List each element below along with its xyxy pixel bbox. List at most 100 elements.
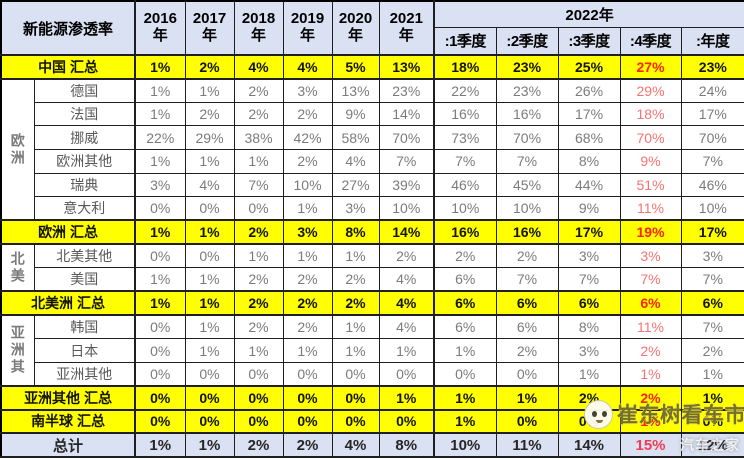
value-cell: 2% — [184, 54, 235, 80]
value-cell: 4% — [282, 54, 333, 80]
value-cell: 9% — [557, 196, 621, 221]
value-cell: 4% — [378, 314, 435, 340]
row-label: 日本 — [33, 338, 136, 363]
value-cell: 29% — [619, 78, 682, 103]
value-cell: 8% — [331, 219, 380, 246]
header-2022: 2022年 — [433, 0, 744, 28]
value-cell: 7% — [680, 267, 744, 292]
value-cell: 1% — [134, 54, 186, 80]
row-label: 北美洲 汇总 — [0, 290, 136, 317]
value-cell: 23% — [680, 54, 744, 80]
row-label: 意大利 — [33, 196, 136, 221]
value-cell: 44% — [557, 172, 621, 198]
value-cell: 2% — [282, 101, 333, 127]
value-cell: 8% — [378, 432, 435, 458]
table-row-country: 亚洲其他 0% 0% 0% 0% 0% 0% 0% 0% 1% 1% 1% — [1, 361, 744, 387]
year-header-label: 2017年 — [192, 10, 227, 44]
table-row-country: 挪威 22% 29% 38% 42% 58% 70% 73% 70% 68% 70% 70% — [1, 125, 744, 151]
value-cell: 16% — [495, 219, 559, 246]
value-cell: 70% — [378, 125, 435, 151]
year-header: 2016年 — [134, 0, 186, 56]
value-cell: 4% — [331, 432, 380, 458]
value-cell: 2% — [282, 290, 333, 317]
row-label: 亚洲其他 — [33, 361, 136, 387]
value-cell: 11% — [495, 432, 559, 458]
value-cell: 3% — [134, 172, 186, 198]
value-cell: 7% — [619, 267, 682, 292]
table-row-summary: 欧洲 汇总 1% 1% 2% 3% 8% 14% 16% 16% 17% 19% 17% — [0, 219, 744, 246]
value-cell: 1% — [378, 338, 435, 363]
value-cell: 7% — [495, 267, 559, 292]
group-label-text: 欧洲 — [9, 132, 26, 167]
group-label-text: 北美 — [9, 250, 26, 285]
value-cell: 1% — [184, 267, 235, 292]
table-row-country: 法国 1% 2% 2% 2% 9% 14% 16% 16% 17% 18% 17% — [1, 101, 744, 127]
value-cell: 1% — [378, 384, 435, 411]
value-cell: 19% — [619, 219, 682, 246]
value-cell: 38% — [233, 125, 284, 151]
value-cell: 0% — [184, 361, 235, 387]
value-cell: 0% — [282, 384, 333, 411]
row-label: 北美其他 — [33, 243, 136, 269]
value-cell: 3% — [331, 196, 380, 221]
value-cell: 0% — [282, 361, 333, 387]
value-cell: 0% — [134, 408, 186, 435]
value-cell: 6% — [680, 290, 744, 317]
value-cell: 2% — [378, 243, 435, 269]
value-cell: 2% — [282, 149, 333, 174]
value-cell: 51% — [619, 172, 682, 198]
value-cell: 10% — [433, 196, 497, 221]
value-cell: 2% — [619, 384, 682, 411]
value-cell: 1% — [134, 290, 186, 317]
row-label: 法国 — [33, 101, 136, 127]
value-cell: 22% — [134, 125, 186, 151]
row-label: 亚洲其他 汇总 — [0, 384, 136, 411]
quarter-header: :2季度 — [495, 26, 559, 56]
value-cell: 0% — [134, 196, 186, 221]
value-cell: 1% — [233, 149, 284, 174]
value-cell: 2% — [282, 267, 333, 292]
value-cell: 2% — [433, 243, 497, 269]
row-label: 中国 汇总 — [0, 54, 136, 80]
value-cell: 3% — [282, 78, 333, 103]
value-cell: 11% — [619, 196, 682, 221]
year-header: 2017年 — [184, 0, 235, 56]
row-label: 欧洲 汇总 — [0, 219, 136, 246]
row-label: 欧洲其他 — [33, 149, 136, 174]
value-cell: 14% — [378, 219, 435, 246]
table-row-summary: 中国 汇总 1% 2% 4% 4% 5% 13% 18% 23% 25% 27% 23% — [0, 54, 744, 80]
value-cell: 4% — [331, 149, 380, 174]
year-header-label: 2018年 — [241, 10, 276, 44]
value-cell: 17% — [680, 219, 744, 246]
value-cell: 0% — [233, 384, 284, 411]
value-cell: 6% — [433, 290, 497, 317]
group-label: 欧洲 — [0, 78, 35, 221]
value-cell: 46% — [433, 172, 497, 198]
value-cell: 2% — [495, 338, 559, 363]
value-cell: 1% — [331, 338, 380, 363]
value-cell: 6% — [495, 290, 559, 317]
header-row-quarters: :1季度:2季度:3季度:4季度:年度 — [1, 26, 744, 56]
value-cell: 70% — [680, 125, 744, 151]
value-cell: 7% — [233, 172, 284, 198]
value-cell: 68% — [557, 125, 621, 151]
value-cell: 13% — [331, 78, 380, 103]
value-cell: 6% — [557, 290, 621, 317]
value-cell: 2% — [331, 290, 380, 317]
value-cell: 22% — [433, 78, 497, 103]
value-cell: 0% — [233, 408, 284, 435]
value-cell: 1% — [619, 361, 682, 387]
value-cell: 1% — [233, 338, 284, 363]
value-cell: 23% — [495, 54, 559, 80]
value-cell: 7% — [680, 314, 744, 340]
value-cell: 17% — [557, 219, 621, 246]
value-cell: 0% — [134, 338, 186, 363]
value-cell: 1% — [134, 101, 186, 127]
value-cell: 0% — [331, 361, 380, 387]
value-cell: 18% — [433, 54, 497, 80]
value-cell: 6% — [433, 267, 497, 292]
value-cell: 3% — [619, 243, 682, 269]
value-cell: 1% — [184, 78, 235, 103]
table-row-summary: 北美洲 汇总 1% 1% 2% 2% 2% 4% 6% 6% 6% 6% 6% — [0, 290, 744, 317]
